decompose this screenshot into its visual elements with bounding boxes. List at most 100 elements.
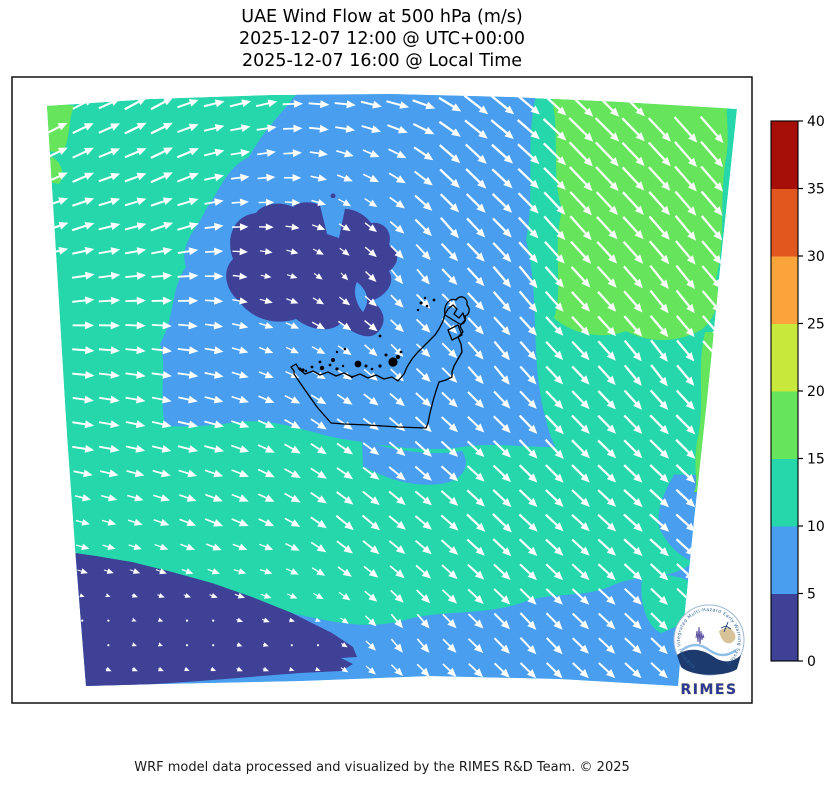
wind-arrow xyxy=(129,568,141,574)
wind-arrow xyxy=(468,638,484,653)
wind-arrow xyxy=(624,588,642,605)
wind-arrow xyxy=(415,244,431,261)
wind-arrow xyxy=(124,172,147,183)
wind-arrow xyxy=(311,346,326,354)
wind-arrow xyxy=(231,420,250,428)
wind-arrow xyxy=(98,371,120,379)
wind-arrow xyxy=(310,467,327,479)
wind-arrow xyxy=(416,343,431,358)
wind-arrow xyxy=(232,223,249,231)
wind-arrow xyxy=(364,320,378,332)
plot-subtitle-utc: 2025-12-07 12:00 @ UTC+00:00 xyxy=(238,29,526,49)
wind-arrow xyxy=(311,223,326,231)
wind-arrow xyxy=(675,513,696,532)
wind-arrow xyxy=(700,141,724,168)
wind-arrow xyxy=(310,541,327,553)
wind-arrow xyxy=(338,198,352,207)
wind-arrow-calm xyxy=(212,644,215,647)
colorbar-tick-label: 15 xyxy=(807,452,825,468)
wind-arrow xyxy=(72,271,95,280)
wind-arrow xyxy=(360,100,382,109)
wind-arrow xyxy=(649,265,669,289)
wind-arrow xyxy=(518,489,538,507)
wind-arrow xyxy=(206,543,222,551)
wind-arrow xyxy=(648,191,671,216)
wind-arrow xyxy=(257,493,275,502)
colorbar-segment-5-10 xyxy=(771,526,798,594)
wind-arrow xyxy=(204,395,224,404)
wind-arrow xyxy=(491,168,513,189)
wind-arrow xyxy=(131,642,137,647)
wind-arrow xyxy=(203,148,225,157)
wind-arrow xyxy=(545,464,564,483)
wind-arrow xyxy=(336,149,354,158)
wind-arrow xyxy=(158,666,164,672)
wind-arrow xyxy=(336,174,353,182)
wind-arrow xyxy=(284,443,301,454)
wind-arrow xyxy=(336,491,354,505)
wind-arrow xyxy=(467,416,485,433)
wind-arrow xyxy=(390,664,403,676)
wind-arrow xyxy=(79,593,85,598)
wind-arrow xyxy=(157,617,164,622)
wind-arrow xyxy=(125,247,147,255)
wind-arrow xyxy=(204,371,224,379)
wind-arrow xyxy=(650,662,668,679)
wind-arrow xyxy=(388,148,407,159)
wind-arrow xyxy=(125,321,146,330)
wind-arrow xyxy=(231,173,250,182)
wind-arrow xyxy=(412,99,436,110)
wind-arrow xyxy=(568,117,594,142)
island-dot xyxy=(310,365,314,369)
wind-arrow xyxy=(414,440,432,457)
wind-arrow xyxy=(623,339,642,362)
wind-arrow xyxy=(72,296,95,305)
wind-arrow xyxy=(98,271,121,280)
wind-arrow xyxy=(390,613,403,629)
wind-arrow xyxy=(414,218,432,237)
wind-arrow xyxy=(125,346,146,355)
wind-arrow xyxy=(598,662,616,679)
wind-arrow xyxy=(151,321,172,330)
wind-arrow xyxy=(675,240,696,265)
wind-arrow xyxy=(545,588,563,605)
island-dot xyxy=(318,360,322,364)
wind-arrow xyxy=(466,242,485,262)
wind-arrow xyxy=(365,665,376,675)
wind-arrow-calm xyxy=(107,644,110,647)
wind-arrow xyxy=(439,193,460,213)
wind-arrow xyxy=(151,296,172,305)
plot-subtitle-local: 2025-12-07 16:00 @ Local Time xyxy=(241,51,523,71)
wind-arrow xyxy=(152,445,172,453)
wind-arrow xyxy=(286,248,299,255)
wind-arrow xyxy=(77,568,88,574)
wind-arrow xyxy=(177,346,199,355)
wind-arrow xyxy=(412,123,435,135)
wind-arrow xyxy=(598,612,616,630)
wind-arrow xyxy=(205,493,223,502)
wind-arrow xyxy=(231,346,249,354)
wind-arrow xyxy=(700,215,723,241)
wind-arrow xyxy=(362,466,380,480)
wind-arrow xyxy=(596,241,618,264)
wind-arrow xyxy=(492,464,511,483)
wind-arrow xyxy=(545,489,564,507)
wind-arrow xyxy=(256,124,277,133)
wind-arrow xyxy=(131,617,137,622)
wind-arrow xyxy=(466,538,485,556)
wind-arrow xyxy=(259,223,274,231)
wind-arrow xyxy=(124,122,147,135)
wind-arrow xyxy=(98,222,121,231)
wind-speed-shading-layer xyxy=(47,94,737,686)
wind-arrow xyxy=(260,592,272,599)
wind-arrow xyxy=(231,444,250,453)
wind-arrow xyxy=(151,272,173,280)
wind-arrow xyxy=(257,149,276,157)
wind-arrow xyxy=(98,148,121,158)
wind-arrow xyxy=(340,272,349,281)
rimes-logo-wave-dark xyxy=(677,649,741,675)
wind-arrow xyxy=(151,247,173,255)
wind-arrow xyxy=(544,266,564,288)
wind-arrow xyxy=(364,246,377,258)
